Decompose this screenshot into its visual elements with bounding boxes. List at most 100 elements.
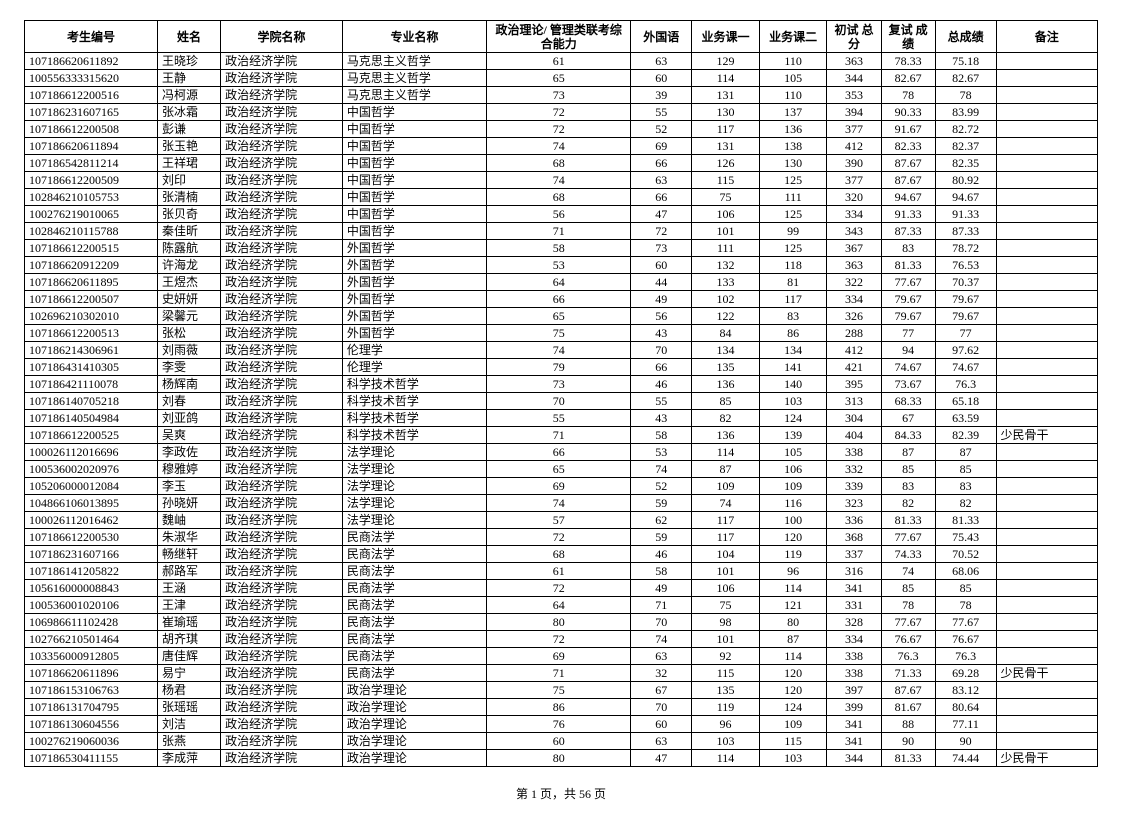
cell-name: 李雯	[157, 359, 220, 376]
cell-major: 中国哲学	[342, 172, 486, 189]
cell-politics: 58	[487, 240, 631, 257]
cell-politics: 80	[487, 750, 631, 767]
cell-sub1: 75	[692, 597, 760, 614]
cell-total: 80.64	[935, 699, 996, 716]
cell-retest: 84.33	[881, 427, 935, 444]
table-row: 107186620611892王晓珍政治经济学院马克思主义哲学616312911…	[25, 53, 1098, 70]
cell-major: 法学理论	[342, 461, 486, 478]
cell-major: 中国哲学	[342, 121, 486, 138]
cell-retest: 82.33	[881, 138, 935, 155]
cell-college: 政治经济学院	[221, 291, 343, 308]
cell-sub2: 87	[759, 631, 827, 648]
cell-major: 中国哲学	[342, 104, 486, 121]
cell-retest: 77	[881, 325, 935, 342]
cell-college: 政治经济学院	[221, 223, 343, 240]
cell-college: 政治经济学院	[221, 342, 343, 359]
cell-retest: 68.33	[881, 393, 935, 410]
cell-retest: 71.33	[881, 665, 935, 682]
cell-lang: 49	[631, 291, 692, 308]
cell-prelim: 334	[827, 631, 881, 648]
cell-sub2: 86	[759, 325, 827, 342]
cell-lang: 70	[631, 342, 692, 359]
col-header-sub1: 业务课一	[692, 21, 760, 53]
cell-sub1: 117	[692, 121, 760, 138]
cell-prelim: 353	[827, 87, 881, 104]
cell-lang: 63	[631, 53, 692, 70]
cell-lang: 43	[631, 410, 692, 427]
cell-college: 政治经济学院	[221, 172, 343, 189]
cell-name: 张燕	[157, 733, 220, 750]
cell-lang: 47	[631, 750, 692, 767]
cell-major: 民商法学	[342, 546, 486, 563]
cell-prelim: 377	[827, 121, 881, 138]
cell-sub2: 105	[759, 70, 827, 87]
cell-politics: 68	[487, 155, 631, 172]
cell-sub1: 98	[692, 614, 760, 631]
table-row: 107186214306961刘雨薇政治经济学院伦理学7470134134412…	[25, 342, 1098, 359]
table-row: 107186612200516冯柯源政治经济学院马克思主义哲学733913111…	[25, 87, 1098, 104]
cell-sub1: 115	[692, 172, 760, 189]
cell-id: 100026112016462	[25, 512, 158, 529]
cell-major: 政治学理论	[342, 699, 486, 716]
cell-prelim: 322	[827, 274, 881, 291]
cell-retest: 85	[881, 580, 935, 597]
cell-sub2: 110	[759, 53, 827, 70]
cell-sub2: 114	[759, 580, 827, 597]
cell-total: 65.18	[935, 393, 996, 410]
cell-note	[996, 580, 1098, 597]
cell-note	[996, 325, 1098, 342]
cell-politics: 79	[487, 359, 631, 376]
cell-retest: 77.67	[881, 614, 935, 631]
table-row: 107186620912209许海龙政治经济学院外国哲学536013211836…	[25, 257, 1098, 274]
cell-college: 政治经济学院	[221, 359, 343, 376]
cell-sub1: 115	[692, 665, 760, 682]
cell-major: 马克思主义哲学	[342, 70, 486, 87]
cell-name: 易宁	[157, 665, 220, 682]
table-row: 107186421110078杨辉南政治经济学院科学技术哲学7346136140…	[25, 376, 1098, 393]
cell-lang: 47	[631, 206, 692, 223]
cell-sub2: 106	[759, 461, 827, 478]
cell-note	[996, 716, 1098, 733]
cell-sub2: 136	[759, 121, 827, 138]
cell-sub1: 101	[692, 563, 760, 580]
cell-prelim: 367	[827, 240, 881, 257]
cell-sub1: 136	[692, 427, 760, 444]
cell-lang: 49	[631, 580, 692, 597]
cell-name: 刘雨薇	[157, 342, 220, 359]
cell-college: 政治经济学院	[221, 682, 343, 699]
cell-total: 94.67	[935, 189, 996, 206]
cell-sub2: 100	[759, 512, 827, 529]
cell-total: 83	[935, 478, 996, 495]
cell-retest: 88	[881, 716, 935, 733]
cell-college: 政治经济学院	[221, 155, 343, 172]
cell-sub1: 101	[692, 223, 760, 240]
cell-sub1: 92	[692, 648, 760, 665]
cell-sub2: 96	[759, 563, 827, 580]
cell-lang: 73	[631, 240, 692, 257]
cell-prelim: 337	[827, 546, 881, 563]
cell-note	[996, 206, 1098, 223]
table-row: 102696210302010梁馨元政治经济学院外国哲学655612283326…	[25, 308, 1098, 325]
col-header-sub2: 业务课二	[759, 21, 827, 53]
cell-id: 107186214306961	[25, 342, 158, 359]
cell-major: 政治学理论	[342, 716, 486, 733]
cell-note	[996, 631, 1098, 648]
cell-name: 史妍妍	[157, 291, 220, 308]
cell-lang: 74	[631, 631, 692, 648]
cell-total: 91.33	[935, 206, 996, 223]
col-header-lang: 外国语	[631, 21, 692, 53]
cell-name: 吴爽	[157, 427, 220, 444]
cell-major: 外国哲学	[342, 257, 486, 274]
cell-politics: 68	[487, 546, 631, 563]
cell-retest: 94.67	[881, 189, 935, 206]
cell-note	[996, 342, 1098, 359]
cell-name: 王津	[157, 597, 220, 614]
cell-prelim: 339	[827, 478, 881, 495]
cell-college: 政治经济学院	[221, 580, 343, 597]
cell-name: 王涵	[157, 580, 220, 597]
cell-retest: 74.33	[881, 546, 935, 563]
cell-sub2: 137	[759, 104, 827, 121]
cell-name: 穆雅婷	[157, 461, 220, 478]
cell-total: 82.39	[935, 427, 996, 444]
cell-id: 107186612200515	[25, 240, 158, 257]
